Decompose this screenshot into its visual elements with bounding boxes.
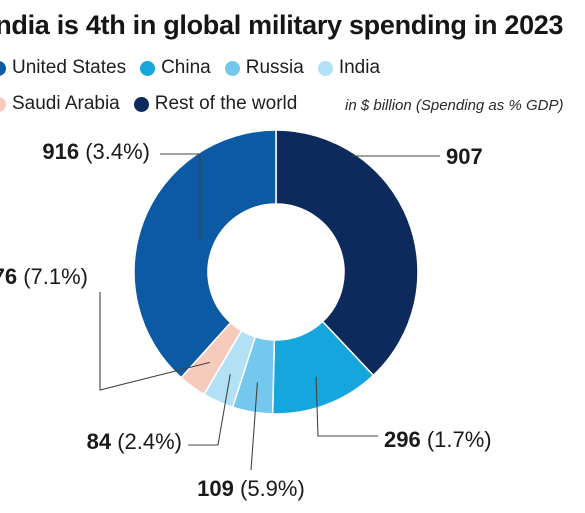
leader-line — [188, 374, 231, 446]
data-label-rest-of-the-world: 907 — [446, 144, 483, 169]
legend-swatch — [224, 60, 240, 76]
unit-note: in $ billion (Spending as % GDP) — [345, 97, 564, 114]
donut-slice-united-states — [133, 129, 277, 379]
legend-swatch — [133, 96, 149, 112]
legend-label: China — [161, 57, 211, 78]
data-label-value: 76 — [0, 264, 17, 289]
leader-line — [160, 153, 201, 240]
data-label-pct: (3.4%) — [79, 139, 150, 164]
data-label-value: 109 — [197, 476, 234, 501]
leader-lines — [99, 153, 440, 471]
data-label-pct: (2.4%) — [111, 429, 182, 454]
data-label-pct: (1.7%) — [421, 427, 492, 452]
legend-item-china: China — [140, 57, 211, 79]
legend-item-russia: Russia — [224, 57, 304, 79]
data-label-pct: (5.9%) — [234, 476, 305, 501]
data-label-russia: 109 (5.9%) — [197, 476, 305, 501]
donut-slices — [133, 129, 419, 415]
legend-label: United States — [12, 57, 127, 78]
data-label-saudi-arabia: 76 (7.1%) — [0, 264, 88, 289]
donut-slice-rest-of-the-world — [275, 129, 419, 377]
legend-swatch — [0, 60, 6, 76]
data-labels: 907 296 (1.7%) 109 (5.9%) 84 (2.4%) 76 (7.1%… — [0, 139, 492, 501]
legend-label: India — [338, 57, 381, 78]
legend-row-1: United States China Russia India — [0, 57, 394, 79]
data-label-value: 84 — [87, 429, 112, 454]
legend-swatch — [0, 96, 6, 112]
legend-item-saudi-arabia: Saudi Arabia — [0, 93, 120, 115]
legend-row-2: Saudi Arabia Rest of the world — [0, 93, 311, 115]
data-label-pct: (7.1%) — [17, 264, 88, 289]
legend-item-india: India — [317, 57, 381, 79]
legend-label: Saudi Arabia — [12, 93, 120, 114]
data-label-united-states: 916 (3.4%) — [42, 139, 150, 164]
legend-swatch — [140, 60, 156, 76]
legend-item-united-states: United States — [0, 57, 126, 79]
data-label-value: 907 — [446, 144, 483, 169]
leader-line — [250, 382, 258, 471]
leader-line — [99, 292, 211, 391]
legend-label: Russia — [245, 57, 304, 78]
legend-label: Rest of the world — [154, 93, 298, 114]
data-label-china: 296 (1.7%) — [384, 427, 492, 452]
legend-item-rest-of-world: Rest of the world — [133, 93, 298, 115]
data-label-value: 916 — [42, 139, 79, 164]
data-label-value: 296 — [384, 427, 421, 452]
data-label-india: 84 (2.4%) — [87, 429, 182, 454]
leader-line — [315, 376, 378, 437]
legend-swatch — [317, 60, 333, 76]
chart-title: India is 4th in global military spending… — [0, 10, 564, 40]
